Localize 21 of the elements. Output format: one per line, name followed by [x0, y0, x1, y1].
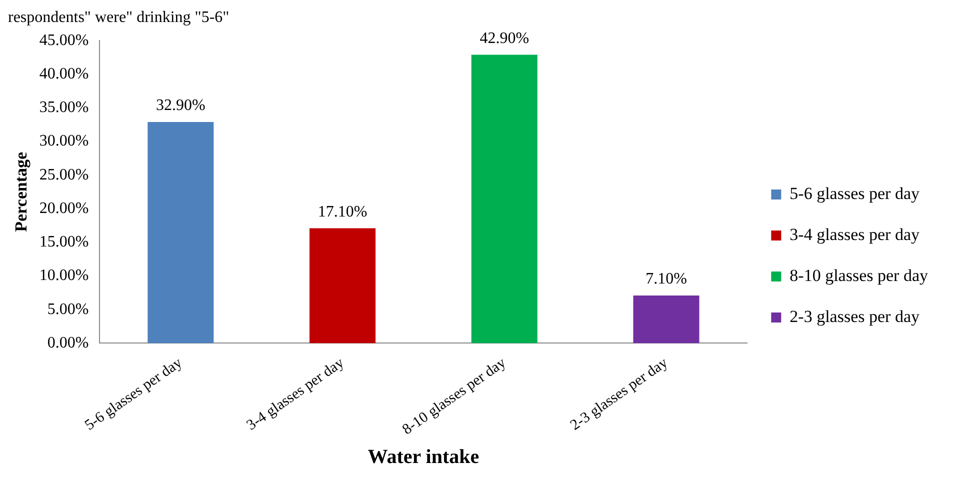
- y-axis-title: Percentage: [12, 152, 31, 232]
- legend-label: 2-3 glasses per day: [790, 306, 920, 326]
- data-label: 17.10%: [318, 203, 368, 220]
- y-tick-label: 20.00%: [39, 200, 89, 217]
- y-tick-label: 15.00%: [39, 234, 89, 251]
- y-tick-label: 30.00%: [39, 132, 89, 150]
- y-tick-label: 25.00%: [39, 166, 89, 184]
- y-tick-label: 40.00%: [39, 65, 89, 82]
- y-tick-label: 0.00%: [47, 334, 89, 352]
- y-tick-label: 10.00%: [39, 267, 89, 284]
- data-label: 7.10%: [646, 270, 687, 288]
- data-label: 42.90%: [480, 30, 530, 47]
- x-axis-title: Water intake: [368, 446, 480, 468]
- text: respondents" were" drinking "5-6": [8, 8, 230, 28]
- legend-label: 5-6 glasses per day: [790, 184, 920, 203]
- y-tick-label: 5.00%: [47, 300, 89, 318]
- data-label: 32.90%: [156, 97, 206, 114]
- y-tick-label: 35.00%: [39, 99, 89, 116]
- legend-label: 8-10 glasses per day: [790, 266, 928, 285]
- legend-label: 3-4 glasses per day: [790, 224, 920, 244]
- y-tick-label: 45.00%: [39, 32, 89, 49]
